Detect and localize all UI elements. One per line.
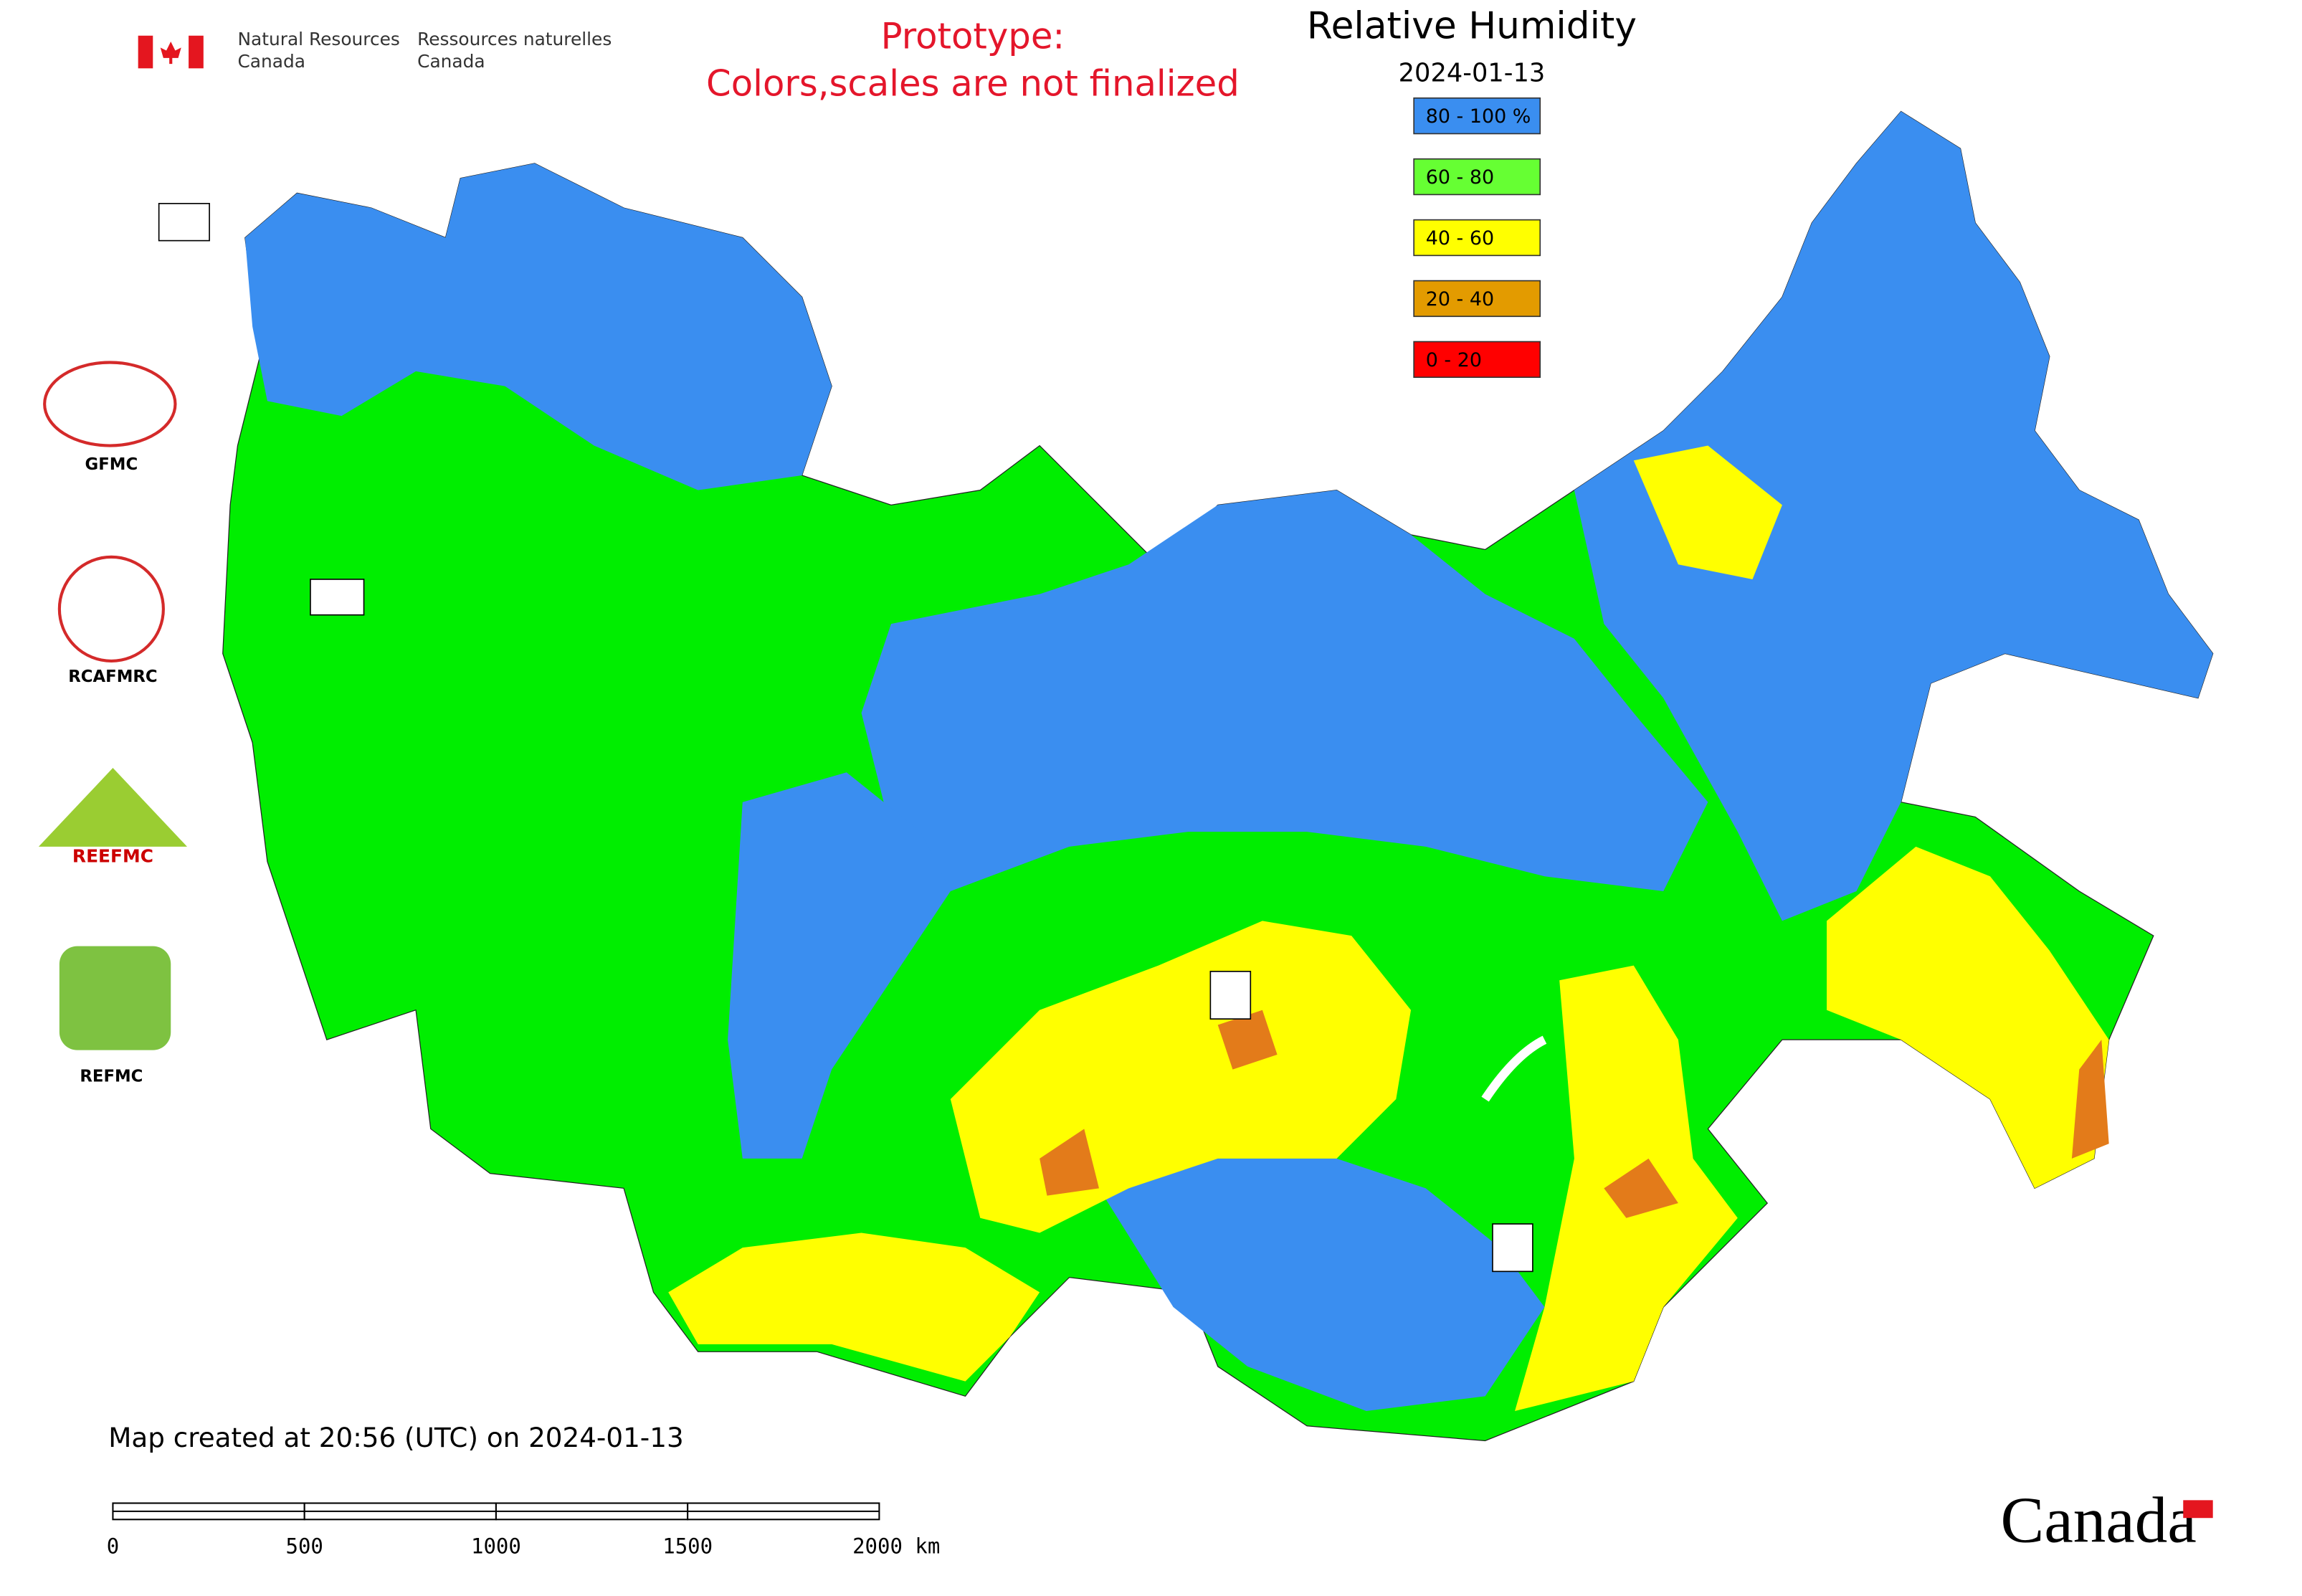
legend-swatch	[1413, 341, 1541, 379]
legend-swatch	[1413, 97, 1541, 135]
agency-en: Natural Resources	[237, 29, 399, 49]
logo-icon	[59, 946, 171, 1050]
legend-label: 60 - 80	[1426, 166, 1494, 189]
station-marker	[1492, 1223, 1533, 1273]
agency-en: Canada	[237, 51, 305, 72]
notice: Colors,scales are not finalized	[706, 63, 1240, 105]
map-caption: Map created at 20:56 (UTC) on 2024-01-13	[108, 1422, 683, 1453]
agency-fr: Canada	[417, 51, 485, 72]
humid-area	[861, 490, 1708, 891]
legend-label: 0 - 20	[1426, 349, 1482, 371]
logo-label: REEFMC	[72, 845, 153, 866]
scale-label: 1000	[471, 1534, 521, 1559]
logo-label: RCAFMRC	[68, 668, 157, 686]
wordmark-flag	[2183, 1500, 2213, 1519]
very-dry-area	[1040, 1129, 1099, 1196]
station-markers	[158, 203, 1533, 1273]
humid-area	[728, 772, 951, 1159]
logo-icon	[38, 768, 188, 847]
station-marker	[310, 579, 365, 616]
flag-band	[138, 35, 153, 69]
notice: Prototype:	[881, 15, 1065, 57]
logo-label: GFMC	[85, 455, 138, 474]
logos: GFMC RCAFMRC REEFMC REFMC	[38, 361, 188, 1086]
dry-area	[1827, 846, 2109, 1189]
very-dry-area	[2071, 1040, 2109, 1159]
humid-area	[1098, 1158, 1545, 1412]
legend-label: 20 - 40	[1426, 288, 1494, 310]
dry-area	[1633, 445, 1782, 579]
legend-label: 40 - 60	[1426, 227, 1494, 250]
wordmark: Canada	[2001, 1484, 2197, 1557]
station-marker	[158, 203, 210, 242]
agency-fr: Ressources naturelles	[417, 29, 612, 49]
signature: Natural Resources Canada Ressources natu…	[138, 29, 612, 72]
legend-label: 80 - 100 %	[1426, 105, 1531, 128]
map-date: 2024-01-13	[1399, 59, 1546, 88]
legend: 80 - 100 % 60 - 80 40 - 60 20 - 40 0 - 20	[1413, 97, 1541, 379]
legend-swatch	[1413, 219, 1541, 257]
very-dry-area	[1604, 1158, 1678, 1218]
very-dry-area	[1217, 1010, 1278, 1070]
scale-label: 1500	[662, 1534, 713, 1559]
station-marker	[1209, 971, 1252, 1020]
scale-bar: 0 500 1000 1500 2000 km	[107, 1502, 940, 1559]
legend-swatch	[1413, 280, 1541, 318]
logo-label: REFMC	[80, 1067, 143, 1086]
logo-icon	[43, 361, 177, 447]
humid-area	[244, 163, 832, 490]
flag-band	[189, 35, 204, 69]
humid-area	[1574, 111, 2213, 921]
legend-swatch	[1413, 158, 1541, 196]
lake-baikal	[1481, 1035, 1547, 1102]
maple-leaf	[160, 42, 181, 65]
dry-area	[668, 1232, 1040, 1382]
map-title: Relative Humidity	[1307, 4, 1637, 47]
scale-label: 500	[285, 1534, 323, 1559]
scale-label: 0	[107, 1534, 119, 1559]
map	[158, 110, 2214, 1442]
logo-icon	[57, 555, 165, 662]
scale-label: 2000 km	[852, 1534, 940, 1559]
